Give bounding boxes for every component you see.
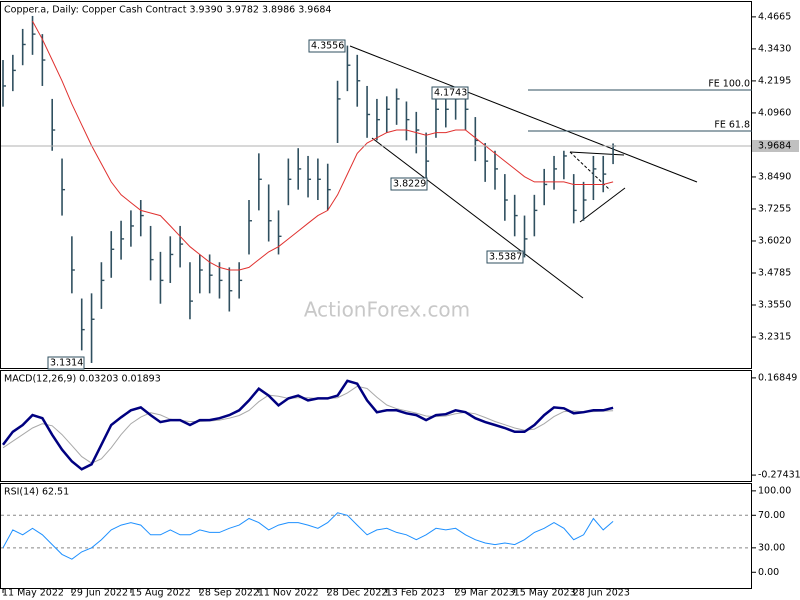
triangle-line xyxy=(569,151,625,156)
x-tick-label: 29 Jun 2022 xyxy=(71,588,128,599)
annotation-box xyxy=(390,177,428,191)
y-tick-label: 4.3430 xyxy=(758,43,791,54)
y-tick-label: 0.00 xyxy=(758,567,779,578)
trend-line xyxy=(371,137,584,299)
fe-label: FE 100.0 xyxy=(708,79,750,90)
price-tag-label: 3.9684 xyxy=(758,140,791,151)
y-tick-label: 4.2195 xyxy=(758,75,791,86)
x-tick-label: 29 Mar 2023 xyxy=(455,588,515,599)
y-tick-label: 3.3550 xyxy=(758,300,791,311)
annotation: 3.8229 xyxy=(393,179,426,190)
x-tick-label: 28 Dec 2022 xyxy=(327,588,388,599)
y-tick-label: 3.6020 xyxy=(758,235,791,246)
price-panel-frame xyxy=(0,1,752,369)
trend-line xyxy=(349,45,698,183)
y-tick-label: 3.2315 xyxy=(758,332,791,343)
annotation: 3.1314 xyxy=(50,358,83,369)
x-tick-label: 11 May 2022 xyxy=(2,588,64,599)
x-tick-label: 28 Sep 2022 xyxy=(199,588,259,599)
annotation-box xyxy=(431,86,469,100)
annotation-box xyxy=(308,39,346,53)
annotation-box xyxy=(47,356,85,370)
rsi-panel-frame xyxy=(0,483,752,589)
rsi-title: RSI(14) 62.51 xyxy=(4,487,69,498)
x-tick-label: 15 May 2023 xyxy=(514,588,576,599)
y-tick-label: 70.00 xyxy=(758,510,785,521)
y-tick-label: 3.7255 xyxy=(758,203,791,214)
macd-panel-frame xyxy=(0,370,752,482)
signal-line xyxy=(2,385,614,464)
y-tick-label: 3.8490 xyxy=(758,171,791,182)
rsi-line xyxy=(2,512,614,560)
triangle-line xyxy=(579,187,626,223)
macd-title: MACD(12,26,9) 0.03203 0.01893 xyxy=(4,374,161,385)
y-tick-label: 3.4785 xyxy=(758,267,791,278)
watermark: ActionForex.com xyxy=(304,298,470,322)
macd-line xyxy=(2,379,614,471)
moving-average xyxy=(32,20,614,271)
x-tick-label: 13 Feb 2023 xyxy=(386,588,445,599)
drawings xyxy=(349,45,752,299)
x-tick-label: 11 Nov 2022 xyxy=(258,588,319,599)
annotation: 3.5387 xyxy=(489,252,522,263)
y-tick-label: 30.00 xyxy=(758,542,785,553)
price-title: Copper.a, Daily: Copper Cash Contract 3.… xyxy=(4,5,331,16)
price-tag xyxy=(752,139,799,152)
x-tick-label: 15 Aug 2022 xyxy=(130,588,191,599)
y-tick-label: -0.27431 xyxy=(758,470,800,481)
y-tick-label: 4.0960 xyxy=(758,107,791,118)
annotation-box xyxy=(486,250,524,264)
x-tick-label: 28 Jun 2023 xyxy=(573,588,630,599)
y-tick-label: 0.16849 xyxy=(758,372,797,383)
y-tick-label: 4.4665 xyxy=(758,11,791,22)
annotation: 4.3556 xyxy=(311,41,344,52)
fe-label: FE 61.8 xyxy=(714,120,750,131)
annotation: 4.1743 xyxy=(434,88,467,99)
y-tick-label: 100.00 xyxy=(758,485,791,496)
